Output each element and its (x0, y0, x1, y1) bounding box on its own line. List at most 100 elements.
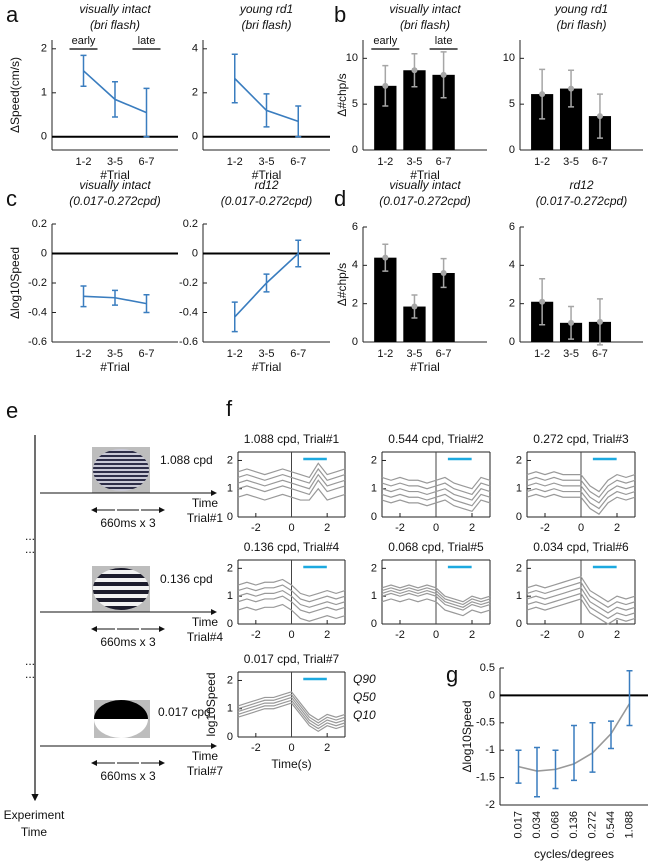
y-axis-label: ΔSpeed(cm/s) (8, 57, 22, 133)
x-tick-label: -2 (540, 629, 550, 641)
mean-dot (411, 67, 418, 74)
x-tick-label: 6-7 (436, 348, 452, 360)
ellipsis: ... (25, 654, 35, 668)
error-bar (534, 746, 540, 798)
series-line (526, 575, 636, 603)
trial-block: 0.136 cpd Time Trial#4 660ms x 3 (40, 566, 223, 649)
series-line (237, 603, 346, 622)
x-axis-label: #Trial (410, 360, 440, 374)
series-line (526, 581, 636, 609)
quantile-label: Q90 (353, 672, 376, 686)
y-tick-label: 0 (516, 511, 522, 523)
y-tick-label: 0 (192, 247, 198, 259)
x-tick-label: 0.068 (549, 811, 561, 839)
x-tick-label: 3-5 (407, 156, 423, 168)
series-line (237, 462, 346, 479)
x-axis-label: #Trial (100, 360, 130, 374)
panel-label: c (6, 186, 17, 211)
mean-dot (539, 91, 546, 98)
series-line (381, 476, 491, 490)
series-line (237, 467, 346, 484)
bar (531, 94, 554, 150)
series-line (237, 473, 346, 490)
chart-subtitle: (bri flash) (241, 18, 291, 32)
y-tick-label: 6 (352, 221, 358, 233)
y-tick-label: 10 (503, 52, 515, 64)
x-tick-label: 2 (324, 522, 330, 534)
time-label: Time (192, 749, 219, 763)
x-axis-label: cycles/degrees (534, 847, 614, 861)
y-tick-label: 0 (41, 131, 47, 143)
x-tick-label: 2 (324, 629, 330, 641)
y-tick-label: -0.2 (179, 277, 198, 289)
panel-label: d (334, 186, 346, 211)
y-tick-label: 0 (516, 618, 522, 630)
grating (93, 568, 149, 610)
error-bar (143, 87, 150, 138)
x-tick-label: 3-5 (407, 348, 423, 360)
x-tick-label: 6-7 (290, 348, 306, 360)
y-tick-label: 0 (352, 144, 358, 156)
y-tick-label: 1 (516, 590, 522, 602)
chart-title: 0.034 cpd, Trial#6 (533, 540, 629, 554)
error-bar (626, 669, 633, 727)
series-line (237, 691, 346, 721)
x-tick-label: 0 (288, 629, 294, 641)
chart-title: 0.017 cpd, Trial#7 (244, 652, 340, 666)
experiment-diagram: ... ... ... ... Experiment Time 1.088 cp… (4, 435, 224, 839)
x-tick-label: 3-5 (259, 156, 275, 168)
mean-dot (440, 270, 447, 276)
y-tick-label: 0 (509, 144, 515, 156)
mean-dot (539, 298, 546, 305)
annotation: early (72, 35, 96, 47)
y-tick-label: -0.6 (179, 336, 198, 348)
x-tick-label: 0.544 (605, 811, 617, 839)
y-tick-label: -0.6 (28, 336, 47, 348)
y-axis-label: log10Speed (204, 672, 218, 736)
trial-label: Trial#7 (187, 764, 224, 778)
x-tick-label: 0.272 (586, 811, 598, 839)
x-axis-label: #Trial (410, 168, 440, 182)
bar (403, 70, 426, 150)
series-line (237, 584, 346, 603)
x-axis-label: Time(s) (271, 757, 311, 771)
y-tick-label: 2 (192, 87, 198, 99)
y-tick-label: 0 (371, 618, 377, 630)
y-tick-label: 1 (227, 703, 233, 715)
x-tick-label: 1.088 (623, 811, 635, 839)
error-bar (143, 294, 150, 314)
mean-dot (440, 71, 447, 78)
series-line (237, 693, 346, 724)
error-bar (515, 749, 522, 784)
chart-title: 0.272 cpd, Trial#3 (533, 432, 629, 446)
x-tick-label: -2 (251, 742, 261, 754)
error-bar (571, 724, 577, 782)
y-tick-label: 1 (41, 87, 47, 99)
y-tick-label: 2 (227, 562, 233, 574)
y-tick-label: -0.4 (28, 306, 47, 318)
mean-dot (382, 82, 389, 89)
series-line (381, 587, 491, 606)
x-axis-label: #Trial (100, 168, 130, 182)
series-line (237, 578, 346, 597)
y-tick-label: 5 (352, 98, 358, 110)
y-tick-label: 0 (227, 731, 233, 743)
grating (93, 449, 149, 491)
x-tick-label: 3-5 (107, 156, 123, 168)
y-tick-label: 2 (227, 674, 233, 686)
y-tick-label: 2 (352, 298, 358, 310)
bar (374, 257, 397, 342)
y-tick-label: 1 (227, 590, 233, 602)
bar (432, 74, 455, 150)
mean-dot (568, 85, 575, 92)
frequency: 0.017 cpd (158, 705, 211, 719)
time-label: Time (192, 496, 219, 510)
chart-title: visually intact (79, 2, 151, 16)
y-axis-label: Δ#chp/s (335, 73, 349, 116)
series-line (526, 587, 636, 614)
series-line (526, 482, 636, 504)
x-tick-label: 0 (578, 629, 584, 641)
y-tick-label: 0 (489, 689, 495, 701)
x-tick-label: 1-2 (377, 156, 393, 168)
